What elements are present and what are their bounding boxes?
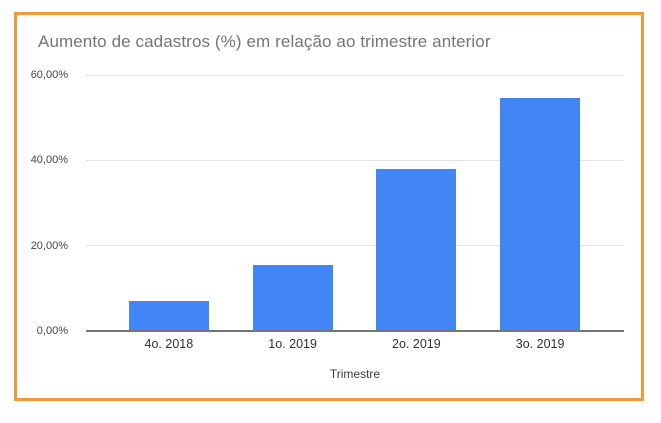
- bar: [128, 300, 209, 331]
- x-axis-title: Trimestre: [329, 367, 381, 381]
- gridline: [86, 74, 624, 76]
- plot-area: [86, 74, 624, 332]
- y-tick-label: 40,00%: [30, 154, 68, 167]
- gridline: [86, 159, 624, 161]
- bar-slot: [478, 98, 602, 331]
- x-axis-line: [86, 330, 624, 332]
- bar-slot: [355, 169, 479, 331]
- bar-slot: [231, 265, 355, 331]
- x-tick-label: 1o. 2019: [268, 337, 317, 351]
- bar: [500, 98, 581, 331]
- chart-frame: Aumento de cadastros (%) em relação ao t…: [14, 12, 644, 401]
- x-tick-label: 3o. 2019: [515, 337, 565, 351]
- bar-slot: [107, 300, 231, 331]
- x-tick-label: 4o. 2018: [144, 337, 194, 351]
- y-tick-label: 60,00%: [30, 69, 68, 81]
- y-tick-label: 0,00%: [36, 325, 68, 337]
- bar: [252, 265, 333, 331]
- bars-layer: [107, 75, 602, 331]
- x-axis-labels: 4o. 2018 1o. 2019 2o. 2019 3o. 2019: [107, 337, 602, 351]
- gridline: [86, 245, 624, 247]
- chart-title: Aumento de cadastros (%) em relação ao t…: [38, 32, 491, 51]
- y-tick-label: 20,00%: [30, 239, 68, 252]
- x-tick-label: 2o. 2019: [392, 337, 441, 351]
- bar: [376, 169, 457, 331]
